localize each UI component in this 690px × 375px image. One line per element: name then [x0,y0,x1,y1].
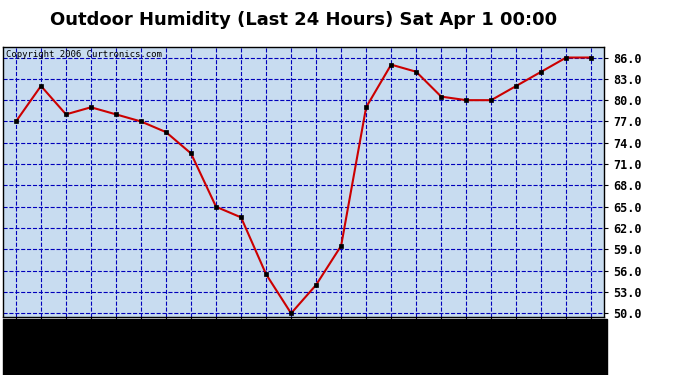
Text: 21:00: 21:00 [511,328,521,358]
Text: Copyright 2006 Curtronics.com: Copyright 2006 Curtronics.com [6,50,162,58]
Text: 07:00: 07:00 [161,328,171,358]
Text: 04:00: 04:00 [86,328,96,358]
Text: 17:00: 17:00 [411,328,421,358]
Text: 06:00: 06:00 [136,328,146,358]
Text: 13:00: 13:00 [311,328,321,358]
Text: 23:00: 23:00 [561,328,571,358]
Text: Outdoor Humidity (Last 24 Hours) Sat Apr 1 00:00: Outdoor Humidity (Last 24 Hours) Sat Apr… [50,11,557,29]
Text: 15:00: 15:00 [361,328,371,358]
Text: 03:00: 03:00 [61,328,71,358]
Text: 14:00: 14:00 [336,328,346,358]
Text: 00:00: 00:00 [586,328,596,358]
Text: 12:00: 12:00 [286,328,296,358]
Text: 19:00: 19:00 [461,328,471,358]
Text: 16:00: 16:00 [386,328,396,358]
Text: 18:00: 18:00 [436,328,446,358]
Text: 10:00: 10:00 [236,328,246,358]
Text: 02:00: 02:00 [36,328,46,358]
Text: 05:00: 05:00 [111,328,121,358]
Text: 01:00: 01:00 [11,328,21,358]
Text: 20:00: 20:00 [486,328,496,358]
Text: 09:00: 09:00 [211,328,221,358]
Text: 22:00: 22:00 [536,328,546,358]
Text: 11:00: 11:00 [261,328,271,358]
Text: 08:00: 08:00 [186,328,196,358]
